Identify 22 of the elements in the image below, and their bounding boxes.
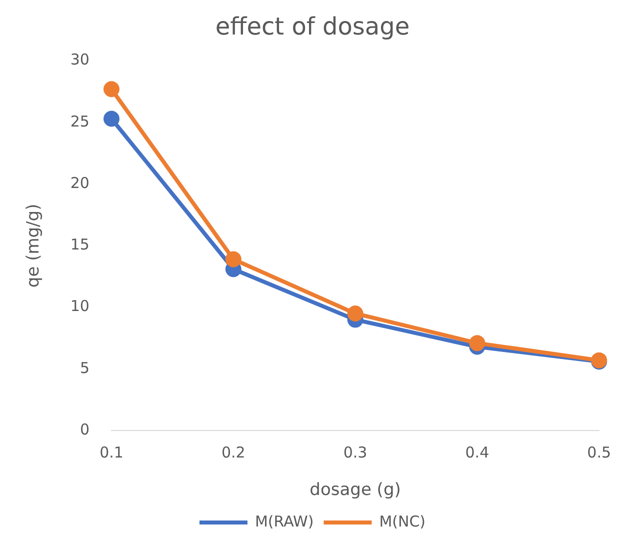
point [469, 335, 486, 352]
x-tick-label: 0.2 [221, 443, 246, 462]
y-tick-label: 15 [70, 236, 90, 254]
legend-label: M(RAW) [254, 512, 314, 530]
point [103, 110, 120, 127]
x-tick-label: 0.3 [343, 443, 368, 462]
chart-title: effect of dosage [215, 12, 410, 41]
y-tick-label: 10 [70, 297, 90, 316]
x-tick-label: 0.4 [465, 443, 490, 462]
y-axis-title: qe (mg/g) [24, 204, 44, 288]
y-tick-label: 30 [70, 50, 90, 69]
x-tick-label: 0.5 [587, 443, 611, 462]
y-tick-label: 0 [80, 420, 90, 438]
y-tick-label: 5 [80, 358, 90, 377]
y-tick-label: 20 [70, 174, 90, 192]
point [225, 251, 242, 268]
x-tick-label: 0.1 [100, 443, 124, 462]
legend-label: M(NC) [379, 512, 426, 530]
point [103, 81, 120, 98]
y-tick-label: 25 [70, 112, 90, 130]
point [347, 305, 364, 322]
x-axis-title: dosage (g) [310, 480, 401, 500]
